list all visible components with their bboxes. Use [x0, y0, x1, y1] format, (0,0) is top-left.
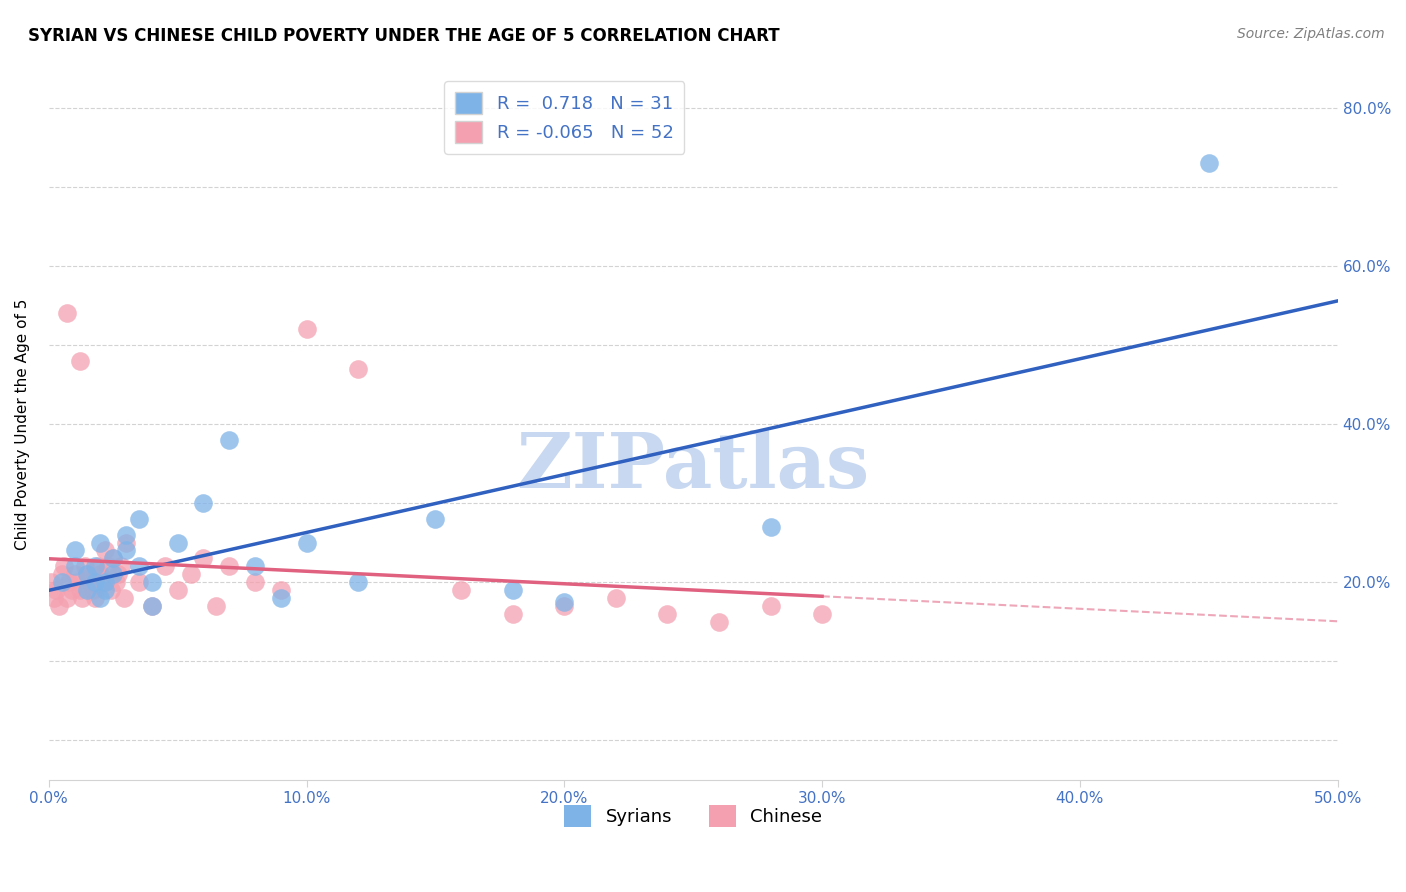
Point	[72, 591, 94, 605]
Point	[811, 607, 834, 621]
Point	[84, 591, 107, 605]
Point	[89, 567, 111, 582]
Point	[73, 559, 96, 574]
Point	[218, 559, 240, 574]
Point	[41, 575, 63, 590]
Point	[56, 591, 79, 605]
Y-axis label: Child Poverty Under the Age of 5: Child Poverty Under the Age of 5	[15, 299, 30, 549]
Point	[243, 559, 266, 574]
Point	[63, 543, 86, 558]
Point	[295, 322, 318, 336]
Point	[1198, 156, 1220, 170]
Point	[270, 591, 292, 605]
Point	[553, 595, 575, 609]
Point	[128, 575, 150, 590]
Point	[128, 512, 150, 526]
Point	[100, 582, 122, 597]
Point	[425, 512, 447, 526]
Point	[103, 551, 125, 566]
Legend: Syrians, Chinese: Syrians, Chinese	[557, 798, 830, 835]
Point	[79, 575, 101, 590]
Point	[112, 591, 135, 605]
Point	[76, 582, 98, 597]
Point	[82, 582, 104, 597]
Point	[128, 559, 150, 574]
Point	[89, 591, 111, 605]
Point	[51, 575, 73, 590]
Point	[115, 535, 138, 549]
Point	[66, 575, 89, 590]
Point	[94, 582, 117, 597]
Point	[166, 535, 188, 549]
Text: ZIPatlas: ZIPatlas	[516, 430, 870, 504]
Point	[243, 575, 266, 590]
Point	[107, 567, 129, 582]
Point	[76, 567, 98, 582]
Point	[115, 543, 138, 558]
Point	[153, 559, 176, 574]
Text: Source: ZipAtlas.com: Source: ZipAtlas.com	[1237, 27, 1385, 41]
Point	[53, 559, 76, 574]
Point	[63, 567, 86, 582]
Point	[97, 559, 120, 574]
Point	[218, 433, 240, 447]
Point	[141, 575, 163, 590]
Point	[103, 551, 125, 566]
Point	[110, 559, 132, 574]
Point	[180, 567, 202, 582]
Point	[48, 599, 70, 613]
Point	[104, 575, 127, 590]
Point	[94, 575, 117, 590]
Point	[141, 599, 163, 613]
Point	[56, 306, 79, 320]
Point	[270, 582, 292, 597]
Point	[502, 582, 524, 597]
Point	[707, 615, 730, 629]
Point	[502, 607, 524, 621]
Point	[91, 575, 114, 590]
Point	[605, 591, 627, 605]
Point	[115, 527, 138, 541]
Point	[94, 543, 117, 558]
Point	[450, 582, 472, 597]
Point	[657, 607, 679, 621]
Point	[87, 559, 110, 574]
Point	[759, 520, 782, 534]
Point	[759, 599, 782, 613]
Point	[69, 582, 91, 597]
Point	[347, 361, 370, 376]
Point	[553, 599, 575, 613]
Point	[84, 559, 107, 574]
Point	[166, 582, 188, 597]
Point	[45, 582, 67, 597]
Text: SYRIAN VS CHINESE CHILD POVERTY UNDER THE AGE OF 5 CORRELATION CHART: SYRIAN VS CHINESE CHILD POVERTY UNDER TH…	[28, 27, 780, 45]
Point	[141, 599, 163, 613]
Point	[193, 496, 215, 510]
Point	[58, 575, 80, 590]
Point	[76, 567, 98, 582]
Point	[60, 582, 83, 597]
Point	[63, 559, 86, 574]
Point	[347, 575, 370, 590]
Point	[89, 535, 111, 549]
Point	[51, 567, 73, 582]
Point	[42, 591, 65, 605]
Point	[69, 354, 91, 368]
Point	[84, 575, 107, 590]
Point	[193, 551, 215, 566]
Point	[103, 567, 125, 582]
Point	[205, 599, 228, 613]
Point	[295, 535, 318, 549]
